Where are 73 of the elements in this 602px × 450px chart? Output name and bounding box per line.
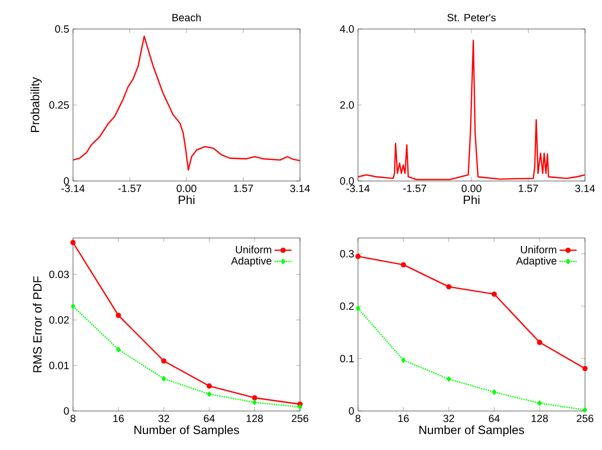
x-tick-label: -1.57 <box>403 184 426 192</box>
y-tick-label: 0.0 <box>340 177 354 185</box>
x-axis-title: Number of Samples <box>419 425 524 437</box>
x-tick-label: 256 <box>576 414 594 422</box>
point <box>161 358 166 364</box>
x-tick-label: 64 <box>488 414 500 422</box>
x-tick-label: -1.57 <box>118 184 142 192</box>
y-tick-label: 0 <box>64 407 69 415</box>
y-tick-label: 0 <box>64 177 69 185</box>
point <box>162 376 166 382</box>
x-tick-label: 128 <box>246 414 263 422</box>
point <box>356 306 360 311</box>
x-tick-label: 16 <box>113 414 124 422</box>
point <box>446 376 451 382</box>
legend-label: Adaptive <box>516 256 556 267</box>
chart-title: Beach <box>172 14 201 22</box>
x-tick-label: 1.57 <box>234 184 253 192</box>
y-tick-label: 0 <box>348 407 354 415</box>
y-tick-label: 0.1 <box>340 354 354 362</box>
point <box>252 395 258 400</box>
y-axis-title: RMS Error of PDF <box>32 276 42 372</box>
point <box>207 392 212 397</box>
y-tick-label: 0.02 <box>49 316 69 324</box>
point <box>70 304 76 309</box>
legend-label: Adaptive <box>231 256 272 267</box>
point <box>116 312 122 318</box>
x-tick-label: -3.14 <box>62 184 85 192</box>
y-tick-label: 2.0 <box>340 101 354 109</box>
point <box>206 383 212 389</box>
legend-label: Uniform <box>520 246 556 254</box>
x-tick-label: 256 <box>292 414 308 422</box>
x-tick-label: 32 <box>158 414 170 422</box>
y-tick-label: 0.01 <box>49 362 69 370</box>
point <box>537 400 542 406</box>
y-tick-label: 0.25 <box>49 101 69 109</box>
x-tick-label: 16 <box>398 414 409 422</box>
x-tick-label: 0.00 <box>176 184 196 192</box>
y-tick-label: 0.5 <box>55 25 69 33</box>
x-tick-label: 3.14 <box>575 184 595 192</box>
x-tick-label: -3.14 <box>346 184 370 192</box>
line-series <box>73 36 300 171</box>
point <box>536 340 542 345</box>
x-axis-title: Phi <box>464 195 480 204</box>
x-tick-label: 64 <box>204 414 215 422</box>
x-axis-title: Phi <box>178 195 194 204</box>
point <box>446 284 452 290</box>
x-tick-label: 8 <box>70 414 76 422</box>
x-tick-label: 32 <box>443 414 454 422</box>
point <box>582 407 588 413</box>
legend-label: Uniform <box>236 246 272 254</box>
y-axis-title: Probability <box>30 77 42 132</box>
point <box>582 366 588 372</box>
point <box>252 400 257 405</box>
point <box>400 262 406 268</box>
line-series <box>358 40 586 180</box>
y-tick-label: 4.0 <box>340 25 354 33</box>
x-tick-label: 8 <box>356 414 360 422</box>
y-tick-label: 0.3 <box>340 250 354 258</box>
point <box>116 346 121 352</box>
chart-title: St. Peter's <box>447 14 496 22</box>
point <box>70 240 76 246</box>
x-tick-label: 3.14 <box>290 184 310 192</box>
point <box>298 404 302 410</box>
y-tick-label: 0.2 <box>340 302 354 310</box>
x-tick-label: 0.00 <box>462 184 482 192</box>
x-tick-label: 1.57 <box>518 184 538 192</box>
point <box>492 291 497 297</box>
y-tick-label: 0.03 <box>49 270 69 278</box>
point <box>401 358 406 363</box>
point <box>355 254 361 259</box>
x-axis-title: Number of Samples <box>134 425 240 437</box>
point <box>492 389 496 395</box>
x-tick-label: 128 <box>532 414 548 422</box>
